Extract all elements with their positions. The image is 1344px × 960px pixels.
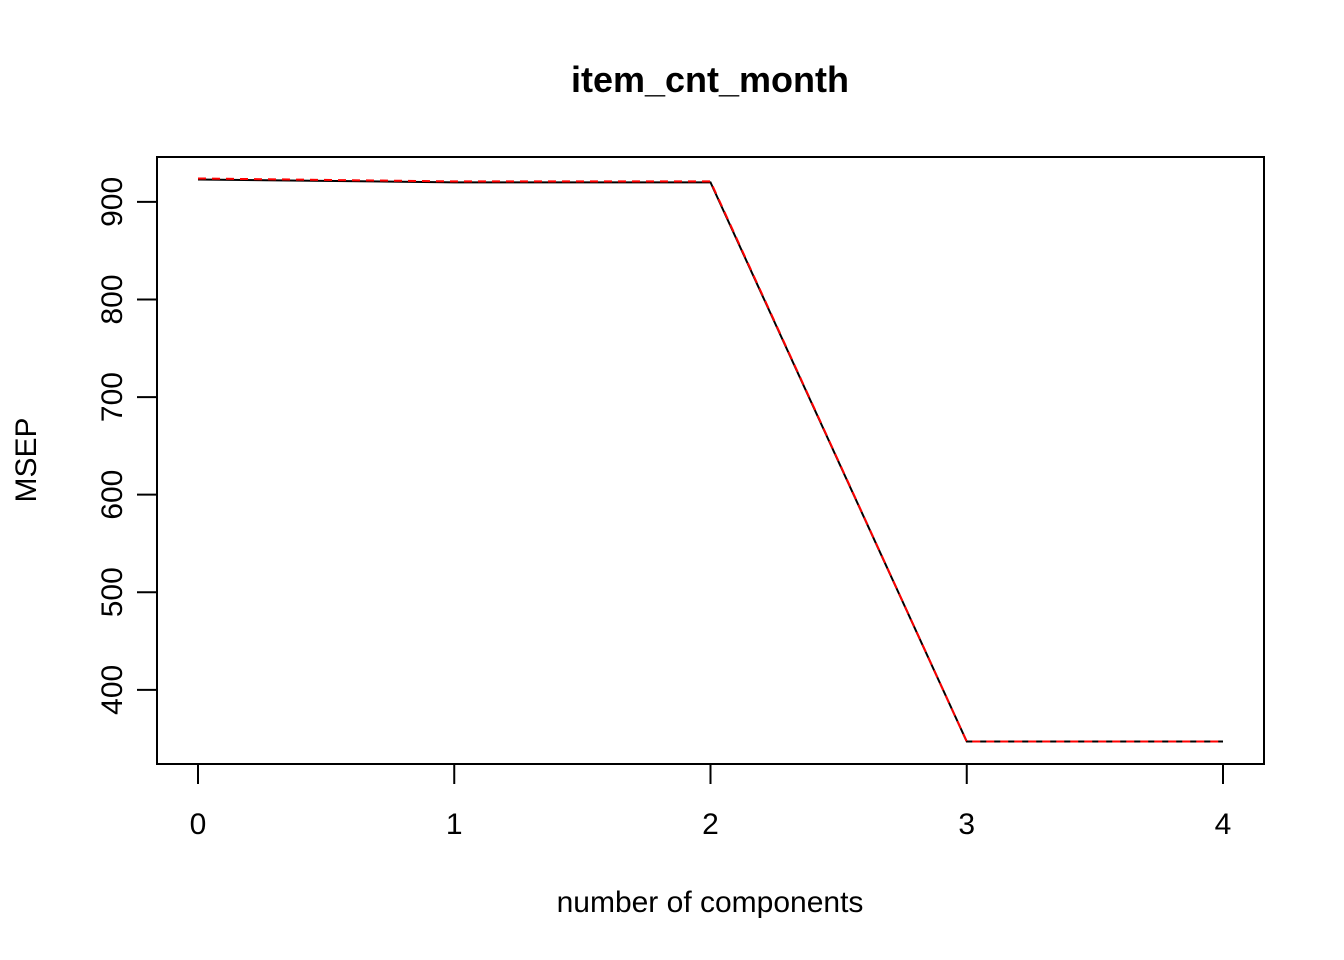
y-tick-label: 500 — [96, 567, 129, 617]
x-tick-label: 3 — [958, 808, 975, 841]
y-tick-label: 600 — [96, 470, 129, 520]
y-tick-label: 900 — [96, 177, 129, 227]
x-axis: 0 1 2 3 4 — [190, 763, 1232, 841]
x-tick-label: 0 — [190, 808, 207, 841]
x-tick-label: 2 — [702, 808, 719, 841]
y-tick-label: 800 — [96, 274, 129, 324]
series-group — [197, 177, 1223, 743]
y-tick-label: 700 — [96, 372, 129, 422]
x-tick-label: 1 — [446, 808, 463, 841]
series-line-2 — [197, 177, 1223, 743]
series-line-1 — [197, 178, 1223, 743]
plot-frame — [156, 156, 1265, 765]
x-tick-label: 4 — [1215, 808, 1232, 841]
y-axis: 400 500 600 700 800 900 — [96, 177, 158, 715]
y-tick-label: 400 — [96, 665, 129, 715]
y-axis-label: MSEP — [10, 417, 43, 502]
chart-title: item_cnt_month — [571, 59, 849, 100]
x-axis-label: number of components — [557, 886, 864, 919]
